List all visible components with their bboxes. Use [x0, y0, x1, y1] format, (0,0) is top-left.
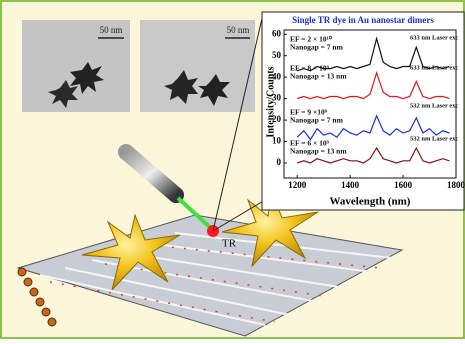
spot-label: TR	[222, 238, 237, 250]
annotation: Nanogap = 7 nm	[290, 116, 344, 125]
x-tick-label: 1200	[288, 180, 307, 190]
y-tick-label: 10	[272, 136, 282, 146]
y-tick-label: 20	[272, 114, 282, 124]
y-tick-label: 40	[272, 71, 282, 81]
graphic: 50 nm 50 nm TR Single TR dye in Au nanos…	[0, 0, 465, 339]
x-tick-label: 1600	[394, 180, 413, 190]
x-axis-title: Wavelength (nm)	[330, 196, 411, 208]
page: {"scene": {"scale_bar_left": "50 nm", "s…	[0, 0, 465, 339]
annotation: 532 nm Laser exc	[410, 135, 459, 142]
chart-title: Single TR dye in Au nanostar dimers	[292, 15, 434, 25]
annotation: 633 nm Laser exc	[410, 34, 459, 41]
y-tick-label: 60	[272, 28, 282, 38]
annotation: 633 nm Laser exc	[410, 64, 459, 71]
scale-label: 50 nm	[100, 25, 123, 35]
x-tick-label: 1800	[447, 180, 465, 190]
y-tick-label: 30	[272, 93, 282, 103]
scale-label: 50 nm	[227, 25, 250, 35]
y-tick-label: 50	[272, 50, 282, 60]
annotation: 532 nm Laser exc	[410, 102, 459, 109]
x-tick-label: 1400	[341, 180, 360, 190]
y-tick-label: 0	[277, 157, 282, 167]
annotation: Nanogap = 7 nm	[290, 43, 344, 52]
annotation: Nanogap = 13 nm	[290, 147, 347, 156]
annotation: Nanogap = 13 nm	[290, 72, 347, 81]
